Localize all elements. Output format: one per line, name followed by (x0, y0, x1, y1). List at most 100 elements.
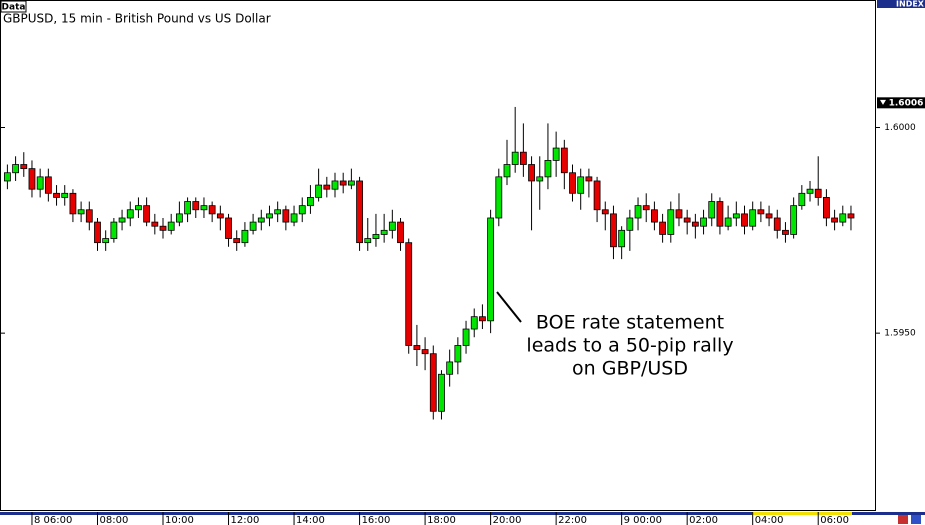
candle-body (724, 217, 732, 227)
candle-body (266, 213, 273, 219)
candle-body (601, 209, 609, 215)
candle-body (536, 176, 544, 182)
x-tick-label: 16:00 (362, 515, 391, 525)
candle-body (585, 176, 593, 182)
axis-label: INDEX (896, 0, 925, 9)
candle-body (192, 201, 200, 211)
candle-body (323, 184, 331, 190)
last-price-arrow (880, 99, 886, 105)
candle-body (397, 221, 404, 244)
candle-body (700, 217, 707, 227)
candle-body (12, 164, 19, 174)
candle-body (388, 221, 396, 231)
x-tick-label: 14:00 (296, 515, 325, 525)
candle-body (470, 316, 478, 330)
candle-body (528, 164, 535, 182)
candle-body (356, 180, 363, 244)
candle-body (667, 209, 675, 235)
candle-body (364, 238, 372, 244)
candle-body (429, 353, 437, 412)
candle-body (438, 373, 445, 412)
candle-body (675, 209, 683, 219)
candle-body (61, 192, 69, 198)
candle-body (102, 238, 110, 244)
candle-body (544, 160, 552, 178)
candle-body (241, 229, 249, 244)
candle-body (847, 213, 855, 219)
candle-body (28, 168, 36, 190)
candle-body (552, 147, 560, 161)
candle-body (208, 205, 216, 215)
candle-body (773, 217, 781, 231)
candle-body (315, 184, 323, 198)
annotation-line: on GBP/USD (572, 358, 688, 380)
x-tick-label: 18:00 (427, 515, 456, 525)
candle-body (20, 164, 28, 170)
candle-body (372, 234, 380, 239)
candle-body (708, 201, 716, 219)
candle-body (626, 217, 634, 231)
candle-body (249, 221, 257, 231)
candle-body (200, 205, 208, 211)
candle-body (519, 151, 527, 165)
y-tick-label: 1.5950 (884, 329, 916, 339)
candle-body (143, 205, 151, 223)
candle-body (503, 164, 511, 178)
candle-body (823, 197, 830, 219)
candle-body (798, 192, 806, 207)
annotation-line: BOE rate statement (536, 312, 724, 334)
candle-body (577, 176, 585, 194)
candle-body (298, 205, 306, 215)
candle-body (741, 213, 748, 227)
toolbar-icon (898, 515, 908, 524)
panel-label-box (0, 0, 27, 13)
candle-body (454, 345, 462, 363)
candle-body (511, 151, 519, 165)
candle-body (405, 242, 413, 346)
x-tick-label: 8 06:00 (34, 515, 72, 525)
candle-body (339, 180, 347, 186)
x-tick-label: 10:00 (165, 515, 194, 525)
candle-body (380, 229, 388, 235)
candle-body (651, 209, 658, 223)
candle-body (94, 221, 101, 244)
candle-body (331, 180, 339, 190)
candle-body (765, 213, 773, 219)
candle-body (495, 176, 503, 219)
candle-body (274, 209, 282, 215)
session-highlight (752, 512, 852, 515)
x-tick-label: 12:00 (231, 515, 260, 525)
candle-body (413, 345, 421, 350)
candle-body (44, 176, 52, 194)
candle-body (36, 176, 44, 190)
candle-body (53, 192, 60, 198)
candle-body (118, 217, 126, 223)
candle-body (167, 221, 175, 231)
candle-body (85, 209, 93, 223)
candle-body (69, 192, 77, 215)
candle-body (790, 205, 798, 235)
candle-body (233, 238, 241, 244)
x-tick-label: 06:00 (820, 515, 849, 525)
candle-body (634, 205, 642, 219)
candle-body (757, 209, 765, 215)
candle-body (610, 213, 617, 248)
candle-body (806, 188, 814, 194)
x-tick-label: 22:00 (558, 515, 587, 525)
candle-body (257, 217, 265, 223)
candle-body (159, 225, 167, 231)
candle-body (839, 213, 847, 223)
plot-frame (0, 0, 876, 511)
x-tick-label: 08:00 (99, 515, 128, 525)
candle-body (560, 147, 568, 174)
candle-body (831, 217, 838, 223)
candle-body (135, 205, 142, 211)
candle-body (716, 201, 724, 227)
candle-body (290, 213, 298, 223)
x-tick-label: 9 00:00 (624, 515, 662, 525)
candle-body (4, 172, 11, 182)
candle-body (569, 172, 576, 194)
candle-body (184, 201, 191, 215)
